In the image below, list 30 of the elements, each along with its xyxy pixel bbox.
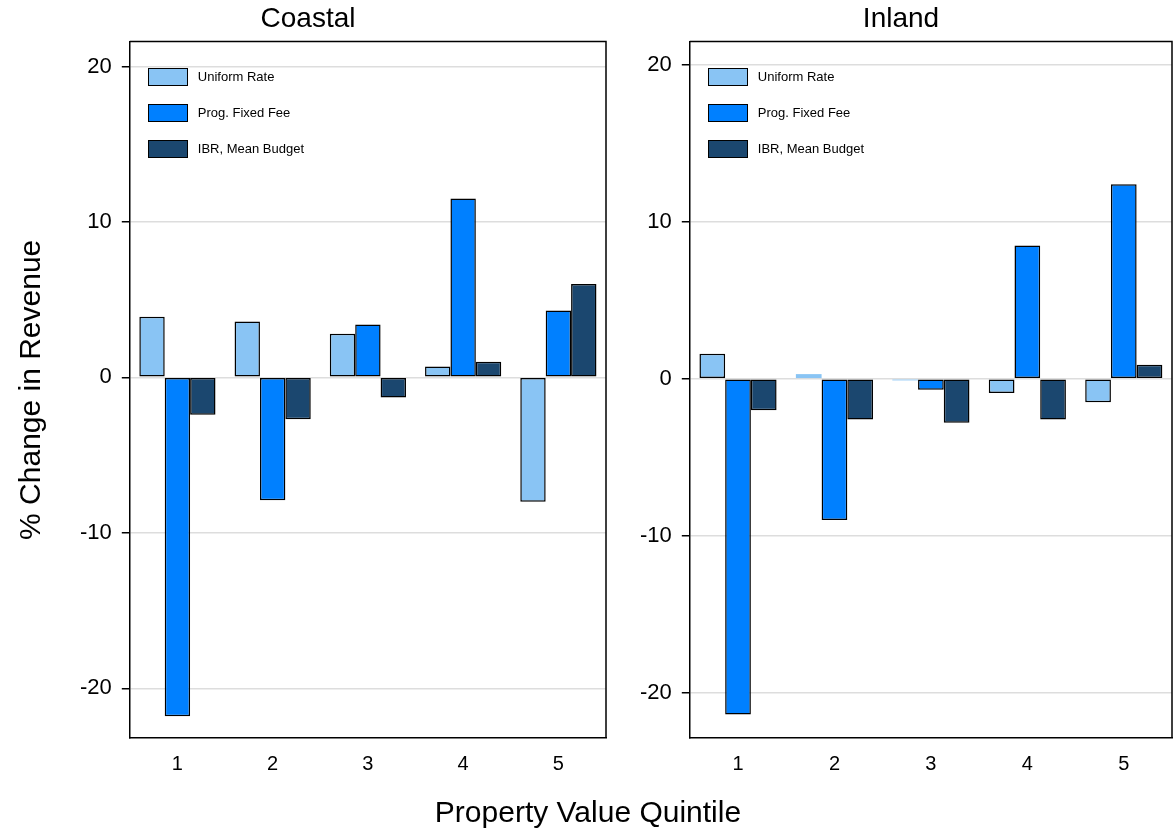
y-tick-label: 0: [659, 364, 672, 390]
x-tick-label: 2: [267, 751, 279, 774]
x-tick-label: 3: [925, 751, 937, 774]
legend-label: Prog. Fixed Fee: [197, 105, 291, 121]
legend-label: Uniform Rate: [757, 69, 835, 85]
y-tick-label: -20: [640, 678, 672, 704]
y-tick-label: 0: [99, 363, 112, 389]
x-tick-label: 1: [732, 751, 744, 774]
legend-label: Prog. Fixed Fee: [757, 105, 851, 121]
y-tick-label: -20: [80, 674, 112, 700]
y-axis-title: % Change in Revenue: [13, 239, 47, 540]
y-tick-label: 20: [647, 51, 672, 77]
legend-label: IBR, Mean Budget: [757, 141, 865, 157]
x-tick-label: 4: [457, 751, 469, 774]
x-tick-label: 1: [171, 751, 183, 774]
legend-label: IBR, Mean Budget: [197, 141, 305, 157]
chart-title: Coastal: [260, 1, 356, 33]
x-tick-label: 2: [828, 751, 841, 774]
y-tick-label: 10: [87, 207, 112, 233]
y-tick-label: 10: [647, 208, 672, 234]
x-tick-label: 3: [362, 751, 374, 774]
legend-label: Uniform Rate: [197, 69, 275, 85]
y-tick-label: 20: [87, 52, 112, 78]
y-tick-label: -10: [640, 521, 672, 547]
x-axis-title: Property Value Quintile: [433, 795, 743, 829]
x-tick-label: 5: [552, 751, 564, 774]
chart-title: Inland: [862, 1, 940, 33]
x-tick-label: 5: [1118, 751, 1130, 774]
y-tick-label: -10: [80, 518, 112, 544]
x-tick-label: 4: [1021, 751, 1033, 774]
